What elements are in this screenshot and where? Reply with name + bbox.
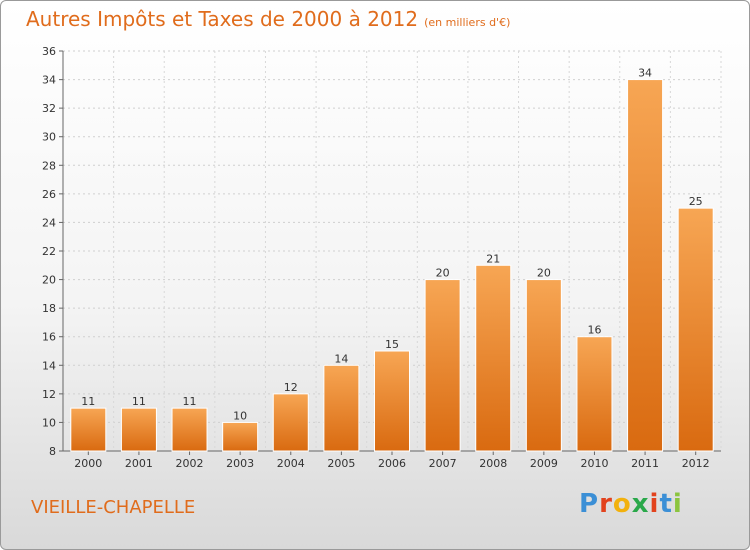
data-label: 11 bbox=[132, 395, 146, 408]
logo-letter: r bbox=[599, 489, 613, 519]
x-tick-label: 2010 bbox=[580, 457, 608, 470]
logo-letter: t bbox=[659, 489, 673, 519]
bar bbox=[374, 350, 410, 452]
bar bbox=[576, 336, 613, 452]
bar bbox=[525, 279, 562, 452]
logo-letter: o bbox=[612, 489, 632, 519]
data-label: 20 bbox=[436, 267, 450, 280]
commune-name: VIEILLE-CHAPELLE bbox=[31, 497, 196, 518]
logo-letter: P bbox=[579, 489, 600, 519]
x-tick-label: 2006 bbox=[378, 457, 406, 470]
bar bbox=[222, 421, 259, 452]
y-tick-label: 18 bbox=[42, 302, 56, 315]
y-tick-label: 28 bbox=[42, 159, 56, 172]
y-tick-label: 30 bbox=[42, 131, 56, 144]
y-tick-label: 14 bbox=[42, 359, 56, 372]
y-tick-label: 26 bbox=[42, 188, 56, 201]
logo-letter: i bbox=[672, 489, 683, 519]
y-tick-label: 32 bbox=[42, 102, 56, 115]
data-label: 15 bbox=[385, 338, 399, 351]
y-tick-label: 8 bbox=[49, 445, 56, 458]
data-label: 25 bbox=[689, 195, 703, 208]
data-labels: 11 11 11 10 12 14 15 20 21 20 16 34 25 bbox=[81, 67, 702, 423]
bar bbox=[171, 407, 208, 452]
y-tick-label: 22 bbox=[42, 245, 56, 258]
bar bbox=[677, 207, 714, 452]
bar bbox=[323, 364, 360, 452]
title-text: Autres Impôts et Taxes de 2000 à 2012 bbox=[26, 7, 419, 31]
bar bbox=[272, 393, 309, 452]
y-tick-label: 16 bbox=[42, 331, 56, 344]
x-tick-label: 2004 bbox=[277, 457, 305, 470]
x-tick-label: 2000 bbox=[74, 457, 102, 470]
x-tick-label: 2005 bbox=[327, 457, 355, 470]
y-tick-label: 20 bbox=[42, 274, 56, 287]
title-unit: (en milliers d'€) bbox=[424, 16, 511, 29]
axes: 8 10 12 14 16 18 20 22 24 26 28 30 32 34 36 2000 2001 200… bbox=[42, 45, 721, 470]
x-tick-label: 2001 bbox=[125, 457, 153, 470]
y-tick-label: 36 bbox=[42, 45, 56, 58]
bars bbox=[70, 79, 714, 452]
x-tick-label: 2011 bbox=[631, 457, 659, 470]
y-tick-label: 12 bbox=[42, 388, 56, 401]
bar bbox=[120, 407, 157, 452]
data-label: 10 bbox=[233, 409, 247, 422]
data-label: 16 bbox=[587, 324, 601, 337]
data-label: 12 bbox=[284, 381, 298, 394]
x-tick-label: 2009 bbox=[530, 457, 558, 470]
y-tick-label: 24 bbox=[42, 216, 56, 229]
logo-letter: x bbox=[631, 489, 650, 519]
x-tick-label: 2008 bbox=[479, 457, 507, 470]
x-tick-label: 2012 bbox=[682, 457, 710, 470]
x-tick-label: 2002 bbox=[176, 457, 204, 470]
x-tick-label: 2007 bbox=[429, 457, 457, 470]
bar bbox=[475, 264, 512, 452]
data-label: 20 bbox=[537, 267, 551, 280]
data-label: 11 bbox=[183, 395, 197, 408]
bar bbox=[424, 279, 461, 452]
bar bbox=[70, 407, 107, 452]
y-tick-label: 34 bbox=[42, 74, 56, 87]
data-label: 14 bbox=[334, 352, 348, 365]
logo-letter: i bbox=[649, 489, 660, 519]
proxiti-logo: Proxiti bbox=[579, 489, 683, 519]
data-label: 34 bbox=[638, 67, 652, 80]
bar bbox=[627, 79, 664, 452]
chart-title: Autres Impôts et Taxes de 2000 à 2012 (en… bbox=[26, 7, 510, 31]
data-label: 11 bbox=[81, 395, 95, 408]
data-label: 21 bbox=[486, 252, 500, 265]
y-tick-label: 10 bbox=[42, 416, 56, 429]
x-tick-label: 2003 bbox=[226, 457, 254, 470]
